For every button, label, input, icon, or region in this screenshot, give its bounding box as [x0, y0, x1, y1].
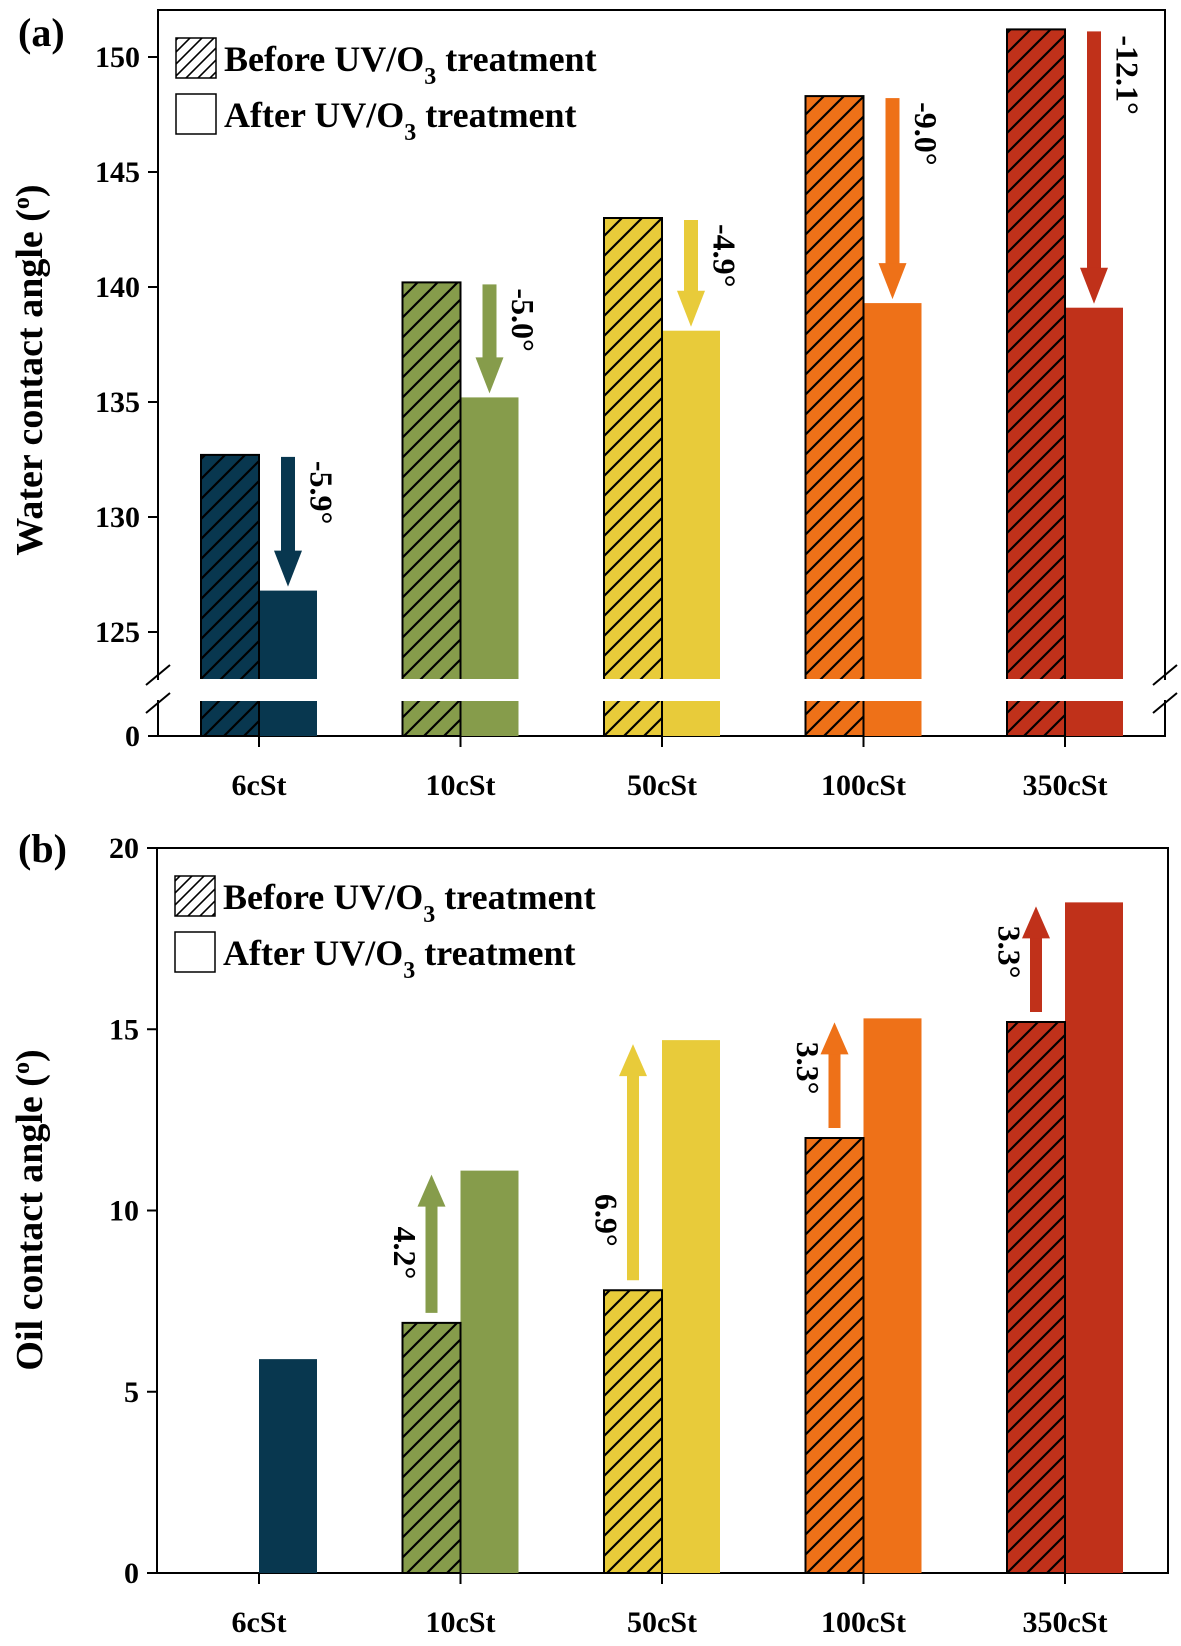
arrow-down-icon [878, 263, 907, 300]
axis-break-mask [152, 680, 164, 700]
change-label: -12.1° [1110, 35, 1146, 114]
y-tick-label: 15 [109, 1013, 139, 1046]
x-tick-label: 100cSt [821, 769, 906, 802]
bar-before-hatch-50cSt [603, 217, 663, 737]
x-tick-label: 6cSt [232, 769, 287, 802]
arrow-up-icon [619, 1044, 647, 1077]
legend-label: After UV/O3 treatment [224, 95, 577, 146]
arrow-shaft [627, 1074, 639, 1281]
y-axis-title: Water contact angle (o) [9, 184, 51, 555]
x-tick-label: 350cSt [1023, 1606, 1108, 1639]
arrow-up-icon [820, 1022, 849, 1055]
legend-swatch-hatched [175, 37, 217, 79]
bar-after-350cSt [1065, 307, 1123, 736]
legend-label: Before UV/O3 treatment [224, 39, 597, 90]
arrow-shaft [482, 284, 497, 360]
arrow-up-icon [417, 1174, 446, 1207]
axis-break-mark [145, 664, 171, 686]
legend-swatch-solid [175, 93, 217, 135]
bar-before-hatch-100cSt [804, 1137, 865, 1574]
legend-swatch-hatched [174, 875, 216, 917]
change-label: 3.3° [790, 1042, 826, 1095]
bar-after-100cSt [863, 1018, 922, 1573]
x-tick-label: 6cSt [232, 1606, 287, 1639]
y-tick-label: 130 [95, 501, 140, 534]
arrow-down-icon [274, 550, 302, 587]
bar-after-6cSt [259, 590, 317, 736]
y-tick-label: 125 [95, 616, 140, 649]
y-tick-label: 145 [95, 156, 140, 189]
y-tick-label: 5 [124, 1376, 139, 1409]
axis-break-mark [1152, 692, 1178, 714]
x-tick-label: 350cSt [1023, 769, 1108, 802]
axis-break-mark [1152, 664, 1178, 686]
y-tick-label: 10 [109, 1195, 139, 1228]
change-label: -5.0° [505, 288, 541, 351]
x-tick-label: 10cSt [426, 769, 496, 802]
bar-before-hatch-10cSt [401, 1321, 462, 1574]
panel-label: (a) [18, 10, 65, 55]
arrow-down-icon [677, 290, 705, 327]
x-tick-label: 50cSt [627, 769, 697, 802]
change-label: 6.9° [589, 1194, 625, 1247]
change-label: 3.3° [992, 926, 1028, 979]
y-tick-label: 150 [95, 41, 140, 74]
arrow-shaft [684, 220, 698, 293]
legend-label: After UV/O3 treatment [223, 933, 576, 984]
bar-before-hatch-350cSt [1006, 28, 1066, 737]
panel-a-water-contact-angle: 0 125 130 135 140 145 150 6cSt 10cSt 50cSt 100cSt 3… [9, 9, 1178, 802]
change-label: 4.2° [387, 1226, 423, 1279]
bar-before-hatch-50cSt [603, 1289, 663, 1574]
arrow-shaft [828, 1052, 841, 1128]
bar-before-hatch-350cSt [1006, 1021, 1066, 1574]
arrow-shaft [885, 98, 900, 266]
bar-after-100cSt [863, 303, 922, 736]
x-tick-label: 100cSt [821, 1606, 906, 1639]
x-tick-label: 10cSt [426, 1606, 496, 1639]
arrow-shaft [281, 456, 295, 553]
arrow-down-icon [1080, 267, 1108, 304]
bar-after-6cSt [259, 1359, 317, 1573]
y-tick-label: 135 [95, 386, 140, 419]
legend-label: Before UV/O3 treatment [223, 877, 596, 928]
change-label: -5.9° [304, 461, 340, 524]
change-label: -9.0° [908, 102, 944, 165]
legend-swatch-solid [174, 931, 216, 973]
arrow-down-icon [475, 357, 504, 394]
change-label: -4.9° [707, 224, 743, 287]
y-tick-label: 0 [124, 1557, 139, 1590]
bar-after-50cSt [662, 330, 720, 736]
bar-after-10cSt [460, 1170, 519, 1573]
arrow-shaft [425, 1204, 438, 1313]
axis-break-mark [145, 692, 171, 714]
bar-before-hatch-10cSt [401, 281, 462, 737]
y-axis-title: Oil contact angle (o) [9, 1049, 51, 1370]
arrow-shaft [1087, 31, 1101, 270]
axis-break-mask [1159, 680, 1171, 700]
arrow-shaft [1030, 936, 1042, 1012]
bar-after-350cSt [1065, 902, 1123, 1573]
x-tick-label: 50cSt [627, 1606, 697, 1639]
panel-label: (b) [18, 826, 67, 871]
y-tick-label: 20 [109, 832, 139, 865]
axis-break-gap [161, 679, 1162, 701]
bar-before-hatch-100cSt [804, 95, 865, 738]
panel-b-oil-contact-angle: 0 5 10 15 20 6cSt 10cSt 50cSt 100cSt 350cSt 4.2° 6.… [9, 826, 1169, 1639]
y-tick-label: 140 [95, 271, 140, 304]
bar-after-50cSt [662, 1040, 720, 1573]
y-tick-label: 0 [125, 720, 140, 753]
arrow-up-icon [1022, 906, 1050, 939]
